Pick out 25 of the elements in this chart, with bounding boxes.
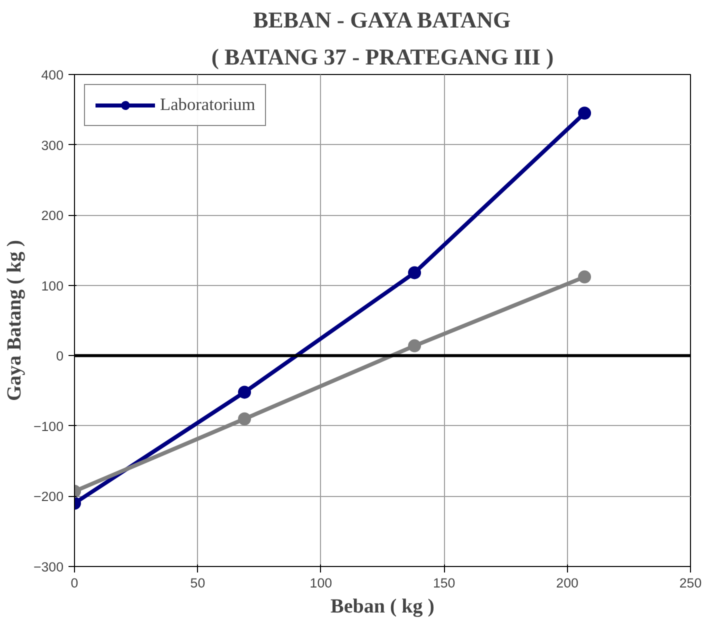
x-tick-label: 200	[556, 576, 578, 590]
chart-subtitle: ( BATANG 37 - PRATEGANG III )	[211, 44, 554, 70]
y-tick-label: 100	[41, 278, 64, 294]
point	[238, 386, 252, 399]
point	[408, 339, 422, 352]
x-tick-label: 100	[310, 576, 332, 590]
y-tick-label: −300	[33, 560, 64, 574]
y-tick-label: 0	[56, 348, 64, 364]
y-tick-label: −100	[33, 418, 64, 434]
chart-title: BEBAN - GAYA BATANG	[253, 8, 511, 32]
point	[238, 412, 252, 426]
legend-label: Laboratorium	[160, 95, 256, 115]
point	[578, 270, 592, 284]
point	[578, 106, 592, 120]
y-axis-title: Gaya Batang ( kg )	[3, 240, 26, 402]
x-tick-label: 50	[190, 576, 206, 590]
point	[408, 266, 422, 280]
y-tick-label: 400	[41, 68, 64, 82]
x-tick-label: 150	[432, 576, 456, 590]
y-tick-label: 300	[41, 138, 64, 153]
x-tick-label: 0	[70, 576, 78, 590]
x-tick-label: 250	[679, 576, 702, 590]
y-tick-label: 200	[41, 208, 64, 224]
y-tick-label: −200	[33, 489, 64, 504]
x-axis-title: Beban ( kg )	[330, 596, 434, 618]
